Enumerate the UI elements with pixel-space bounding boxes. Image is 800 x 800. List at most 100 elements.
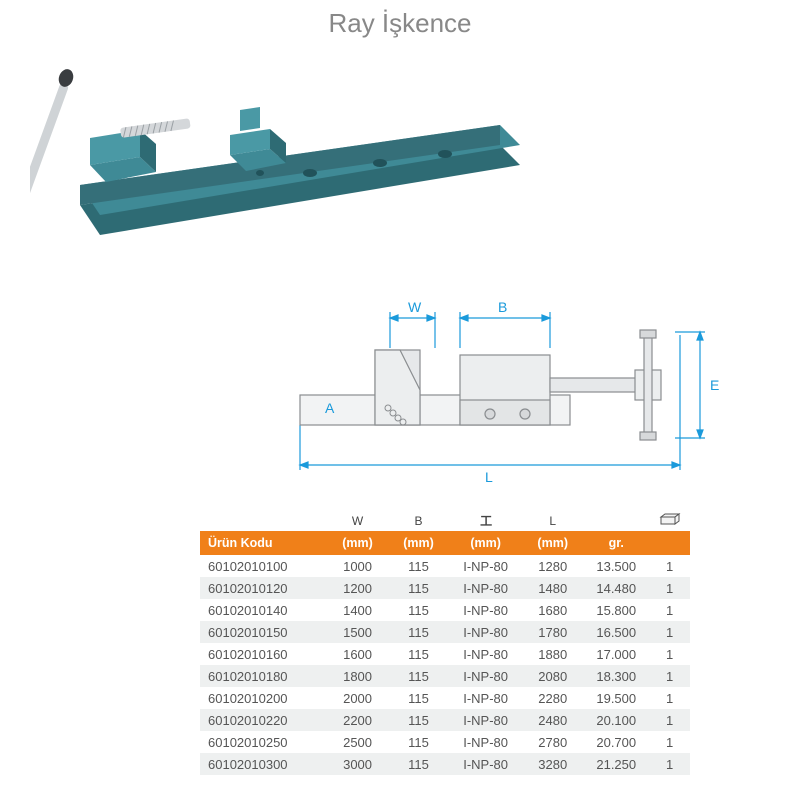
table-cell: 115 — [388, 555, 449, 577]
table-cell: 1 — [649, 687, 690, 709]
table-row: 601020103003000115I-NP-80328021.2501 — [200, 753, 690, 775]
box-icon — [659, 513, 681, 525]
table-cell: 115 — [388, 687, 449, 709]
table-cell: 60102010200 — [200, 687, 327, 709]
table-row: 601020101801800115I-NP-80208018.3001 — [200, 665, 690, 687]
table-cell: I-NP-80 — [449, 555, 522, 577]
table-cell: 2480 — [522, 709, 583, 731]
table-cell: 20.700 — [583, 731, 649, 753]
table-cell: 1000 — [327, 555, 388, 577]
table-cell: 1 — [649, 731, 690, 753]
table-cell: I-NP-80 — [449, 621, 522, 643]
units-col-6 — [649, 510, 690, 531]
table-cell: 16.500 — [583, 621, 649, 643]
table-cell: 115 — [388, 577, 449, 599]
table-cell: 1800 — [327, 665, 388, 687]
units-col-2: B — [388, 510, 449, 531]
table-cell: 1 — [649, 709, 690, 731]
table-cell: I-NP-80 — [449, 687, 522, 709]
table-cell: 1600 — [327, 643, 388, 665]
table-cell: 115 — [388, 753, 449, 775]
table-cell: 13.500 — [583, 555, 649, 577]
table-header-row: Ürün Kodu (mm) (mm) (mm) (mm) gr. — [200, 531, 690, 555]
product-photo — [30, 55, 580, 255]
table-cell: I-NP-80 — [449, 665, 522, 687]
table-cell: 1680 — [522, 599, 583, 621]
table-cell: I-NP-80 — [449, 577, 522, 599]
page-title: Ray İşkence — [0, 8, 800, 39]
table-cell: I-NP-80 — [449, 709, 522, 731]
table-row: 601020101501500115I-NP-80178016.5001 — [200, 621, 690, 643]
table-cell: 2780 — [522, 731, 583, 753]
units-col-0 — [200, 510, 327, 531]
table-cell: 60102010300 — [200, 753, 327, 775]
product-spec-table: W B 工 L — [200, 510, 690, 775]
table-cell: 18.300 — [583, 665, 649, 687]
header-col-1: (mm) — [327, 531, 388, 555]
table-cell: 2000 — [327, 687, 388, 709]
table-cell: 1480 — [522, 577, 583, 599]
h-beam-icon: 工 — [480, 512, 491, 529]
table-cell: 60102010120 — [200, 577, 327, 599]
table-cell: 60102010140 — [200, 599, 327, 621]
table-cell: 115 — [388, 643, 449, 665]
table-cell: 1280 — [522, 555, 583, 577]
units-col-4: L — [522, 510, 583, 531]
schematic-label-a: A — [325, 400, 335, 416]
table-cell: 1 — [649, 621, 690, 643]
units-col-1: W — [327, 510, 388, 531]
table-cell: 1200 — [327, 577, 388, 599]
table-row: 601020101601600115I-NP-80188017.0001 — [200, 643, 690, 665]
table-cell: 1 — [649, 643, 690, 665]
header-col-0: Ürün Kodu — [200, 531, 327, 555]
table-cell: I-NP-80 — [449, 643, 522, 665]
table-row: 601020102002000115I-NP-80228019.5001 — [200, 687, 690, 709]
table-cell: 1880 — [522, 643, 583, 665]
table-cell: 2280 — [522, 687, 583, 709]
table-row: 601020101001000115I-NP-80128013.5001 — [200, 555, 690, 577]
table-cell: 115 — [388, 731, 449, 753]
technical-schematic: W B E L A — [280, 300, 720, 490]
table-cell: 1780 — [522, 621, 583, 643]
table-cell: 1 — [649, 753, 690, 775]
schematic-label-b: B — [498, 300, 507, 315]
table-cell: 1 — [649, 599, 690, 621]
units-col-3: 工 — [449, 510, 522, 531]
table-cell: 3280 — [522, 753, 583, 775]
header-col-3: (mm) — [449, 531, 522, 555]
table-cell: 3000 — [327, 753, 388, 775]
table-cell: 2500 — [327, 731, 388, 753]
table-cell: I-NP-80 — [449, 753, 522, 775]
table-cell: 60102010150 — [200, 621, 327, 643]
table-cell: 115 — [388, 621, 449, 643]
schematic-label-w: W — [408, 300, 422, 315]
table-cell: 15.800 — [583, 599, 649, 621]
table-cell: 60102010100 — [200, 555, 327, 577]
schematic-label-l: L — [485, 469, 493, 485]
table-cell: 115 — [388, 599, 449, 621]
table-row: 601020102502500115I-NP-80278020.7001 — [200, 731, 690, 753]
table-cell: 1 — [649, 665, 690, 687]
table-cell: 115 — [388, 709, 449, 731]
header-col-2: (mm) — [388, 531, 449, 555]
table-cell: 1500 — [327, 621, 388, 643]
table-cell: 60102010250 — [200, 731, 327, 753]
table-row: 601020101201200115I-NP-80148014.4801 — [200, 577, 690, 599]
table-cell: 1 — [649, 577, 690, 599]
header-col-6 — [649, 531, 690, 555]
table-cell: 20.100 — [583, 709, 649, 731]
table-cell: 60102010160 — [200, 643, 327, 665]
table-cell: 2080 — [522, 665, 583, 687]
table-cell: 21.250 — [583, 753, 649, 775]
table-cell: 60102010180 — [200, 665, 327, 687]
header-col-4: (mm) — [522, 531, 583, 555]
table-row: 601020102202200115I-NP-80248020.1001 — [200, 709, 690, 731]
units-col-5 — [583, 510, 649, 531]
table-cell: 14.480 — [583, 577, 649, 599]
table-units-row: W B 工 L — [200, 510, 690, 531]
table-cell: 17.000 — [583, 643, 649, 665]
table-cell: 2200 — [327, 709, 388, 731]
header-col-5: gr. — [583, 531, 649, 555]
table-cell: 115 — [388, 665, 449, 687]
table-cell: 19.500 — [583, 687, 649, 709]
